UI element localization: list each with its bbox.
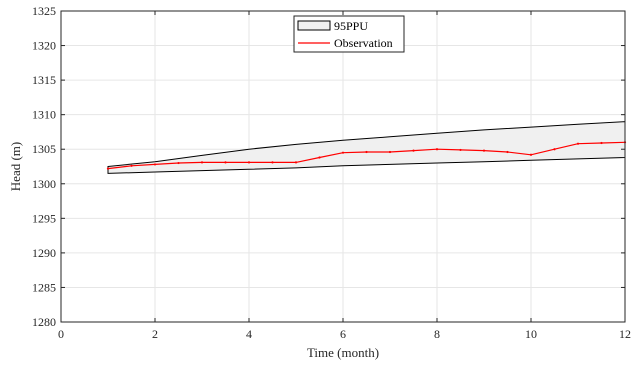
y-tick-label: 1285	[32, 280, 56, 294]
legend: 95PPU Observation	[293, 15, 405, 53]
x-tick-label: 8	[434, 327, 440, 341]
observation-point	[247, 161, 251, 164]
observation-point	[294, 161, 298, 164]
observation-point	[388, 150, 392, 154]
observation-point	[553, 148, 556, 151]
y-tick-label: 1300	[32, 177, 56, 191]
observation-point	[576, 142, 580, 145]
x-tick-label: 2	[152, 327, 158, 341]
observation-point	[130, 164, 133, 167]
observation-point	[200, 161, 204, 164]
observation-point	[341, 151, 345, 154]
observation-point	[177, 161, 180, 165]
legend-label-95ppu: 95PPU	[334, 19, 368, 33]
legend-label-observation: Observation	[334, 36, 393, 50]
observation-point	[459, 148, 462, 152]
observation-point	[506, 150, 509, 154]
x-axis-label: Time (month)	[307, 345, 379, 360]
y-tick-label: 1310	[32, 108, 56, 122]
y-tick-label: 1290	[32, 246, 56, 260]
y-tick-label: 1280	[32, 315, 56, 329]
x-tick-label: 10	[525, 327, 537, 341]
observation-point	[482, 149, 486, 152]
observation-point	[529, 153, 533, 156]
observation-point	[600, 141, 603, 145]
observation-point	[435, 148, 439, 151]
legend-swatch-95ppu	[297, 20, 331, 31]
observation-point	[318, 156, 321, 159]
y-tick-label: 1320	[32, 39, 56, 53]
y-axis-label: Head (m)	[8, 142, 23, 191]
observation-point	[271, 161, 274, 164]
ticks-layer: 0 2 4 6 8 10 12 1280 1285 1290 1295 1300 1305 1310 131…	[32, 4, 631, 341]
x-tick-label: 12	[619, 327, 631, 341]
y-tick-label: 1295	[32, 211, 56, 225]
observation-point	[153, 163, 157, 166]
y-tick-label: 1305	[32, 142, 56, 156]
y-tick-label: 1325	[32, 4, 56, 18]
observation-point	[224, 161, 227, 164]
x-tick-label: 4	[246, 327, 252, 341]
observation-point	[106, 167, 110, 170]
x-tick-label: 0	[58, 327, 64, 341]
observation-point	[365, 150, 368, 154]
x-tick-label: 6	[340, 327, 346, 341]
y-tick-label: 1315	[32, 73, 56, 87]
observation-point	[412, 149, 415, 152]
